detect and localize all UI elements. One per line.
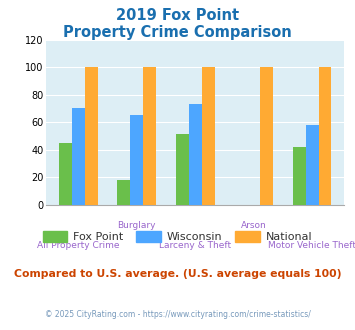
Bar: [260, 67, 273, 205]
Text: Arson: Arson: [241, 221, 267, 230]
Text: Larceny & Theft: Larceny & Theft: [159, 241, 231, 250]
Bar: [143, 67, 156, 205]
Text: Burglary: Burglary: [118, 221, 156, 230]
Bar: [202, 67, 214, 205]
Bar: [306, 125, 319, 205]
Bar: [85, 67, 98, 205]
Bar: [319, 67, 332, 205]
Bar: [118, 180, 130, 205]
Text: 2019 Fox Point: 2019 Fox Point: [116, 8, 239, 23]
Bar: [59, 143, 72, 205]
Bar: [72, 108, 85, 205]
Bar: [130, 115, 143, 205]
Bar: [293, 147, 306, 205]
Text: All Property Crime: All Property Crime: [37, 241, 120, 250]
Text: © 2025 CityRating.com - https://www.cityrating.com/crime-statistics/: © 2025 CityRating.com - https://www.city…: [45, 310, 310, 319]
Text: Motor Vehicle Theft: Motor Vehicle Theft: [268, 241, 355, 250]
Bar: [176, 135, 189, 205]
Text: Compared to U.S. average. (U.S. average equals 100): Compared to U.S. average. (U.S. average …: [14, 269, 341, 279]
Legend: Fox Point, Wisconsin, National: Fox Point, Wisconsin, National: [38, 227, 317, 247]
Text: Property Crime Comparison: Property Crime Comparison: [63, 25, 292, 40]
Bar: [189, 104, 202, 205]
